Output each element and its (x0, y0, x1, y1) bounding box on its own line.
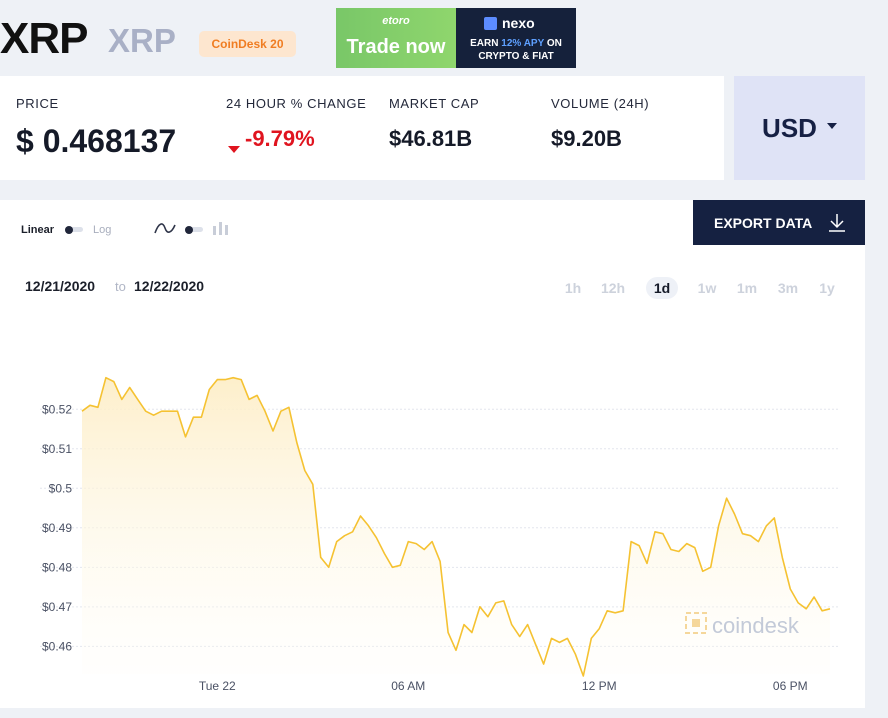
axis-layer: $0.46 $0.47 $0.48 $0.49 $0.5 $0.51 $0.52 Tue 22… (42, 402, 808, 693)
caret-down-icon (228, 146, 240, 153)
y-tick-label: $0.47 (42, 600, 72, 614)
export-data-button[interactable]: EXPORT DATA (693, 200, 865, 245)
nexo-ad-line1-pre: EARN (470, 38, 502, 49)
chart-type-toggle-knob (185, 225, 193, 234)
timeframe-tab-1w[interactable]: 1w (697, 280, 717, 296)
date-range-separator: to (115, 279, 126, 294)
market-cap-label: MARKET CAP (389, 96, 480, 111)
price-chart[interactable]: coindesk $0.46$0.47$0.48$0.49$0.5$0.51$0… (0, 200, 865, 708)
page-title: XRP (0, 14, 88, 63)
change-label: 24 HOUR % CHANGE (226, 96, 367, 111)
volume-value: $9.20B (551, 126, 622, 151)
candlestick-icon[interactable] (212, 220, 229, 237)
chart-card: coindesk $0.46 $0.47 $0.48 $0.49 $0.5 $0.51 $0… (0, 200, 865, 708)
nexo-ad-apy: 12% APY (501, 38, 545, 49)
etoro-ad-banner[interactable]: etoro Trade now (336, 8, 456, 68)
scale-toggle[interactable] (65, 225, 83, 234)
date-range-end[interactable]: 12/22/2020 (134, 278, 205, 294)
market-cap-value: $46.81B (389, 126, 473, 151)
export-data-label: EXPORT DATA (714, 214, 813, 231)
nexo-ad-line1-post: ON (544, 38, 562, 49)
etoro-logo: etoro (382, 15, 410, 27)
etoro-ad-cta: Trade now (346, 36, 446, 58)
timeframe-tab-1h[interactable]: 1h (564, 280, 582, 296)
y-tick-label: $0.5 (49, 481, 73, 495)
nexo-ad-line1: EARN 12% APY ON (456, 38, 576, 49)
currency-value: USD (762, 112, 817, 143)
nexo-logo: nexo (484, 15, 535, 31)
y-tick-label: $0.51 (42, 442, 72, 456)
timeframe-tab-12h[interactable]: 12h (600, 280, 626, 296)
stats-card: PRICE $ 0.468137 24 HOUR % CHANGE -9.79%… (0, 76, 724, 180)
currency-select[interactable]: USD (734, 76, 865, 180)
x-tick-label: 12 PM (582, 679, 617, 693)
chevron-down-icon (826, 123, 837, 129)
watermark-layer: coindesk (685, 612, 800, 638)
x-tick-label: Tue 22 (199, 679, 236, 693)
timeframe-tab-1y[interactable]: 1y (819, 280, 835, 296)
y-tick-label: $0.49 (42, 521, 72, 535)
download-icon (829, 214, 845, 232)
x-tick-label: 06 PM (773, 679, 808, 693)
price-label: PRICE (16, 96, 59, 111)
y-tick-label: $0.48 (42, 560, 72, 574)
nexo-logo-icon (484, 16, 497, 30)
coindesk-20-badge[interactable]: CoinDesk 20 (199, 31, 296, 57)
linear-scale-label[interactable]: Linear (21, 224, 55, 236)
timeframe-tab-3m[interactable]: 3m (777, 280, 799, 296)
log-scale-label[interactable]: Log (93, 224, 112, 236)
price-value: $ 0.468137 (16, 123, 177, 159)
x-tick-label: 06 AM (391, 679, 425, 693)
line-chart-icon[interactable] (154, 221, 176, 237)
change-value: -9.79% (245, 126, 315, 151)
asset-symbol: XRP (108, 22, 176, 59)
nexo-logo-text: nexo (502, 15, 535, 31)
coindesk-watermark-icon (685, 612, 707, 634)
price-area-fill (82, 377, 830, 676)
timeframe-tab-1m[interactable]: 1m (736, 280, 758, 296)
date-range-start[interactable]: 12/21/2020 (25, 278, 96, 294)
y-tick-label: $0.46 (42, 639, 72, 653)
nexo-ad-banner[interactable]: nexo EARN 12% APY ON CRYPTO & FIAT (456, 8, 576, 68)
scale-toggle-knob (65, 225, 73, 234)
area-layer (81, 376, 831, 677)
volume-label: VOLUME (24H) (551, 96, 650, 111)
coindesk-watermark: coindesk (712, 613, 800, 638)
nexo-ad-line2: CRYPTO & FIAT (478, 51, 554, 62)
price-line (81, 376, 831, 677)
y-tick-label: $0.52 (42, 402, 72, 416)
timeframe-tab-1d[interactable]: 1d (646, 277, 678, 299)
chart-type-toggle[interactable] (185, 225, 203, 234)
